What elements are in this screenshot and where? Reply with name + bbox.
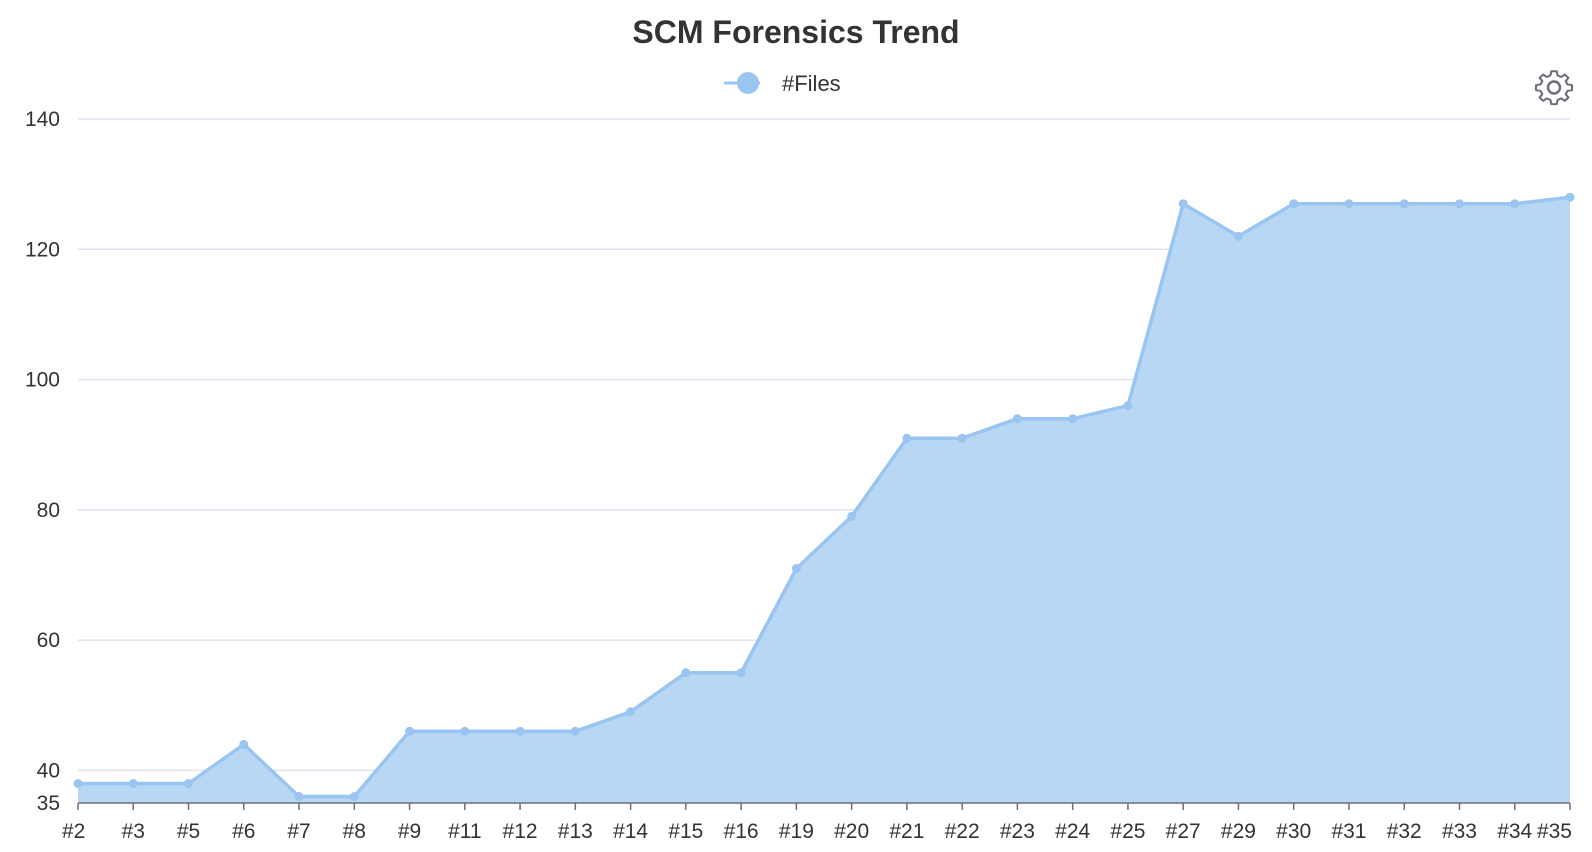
- legend[interactable]: #Files: [724, 71, 841, 96]
- y-tick-label-140: 140: [25, 108, 60, 131]
- x-tick-label-16: #22: [945, 820, 980, 843]
- y-tick-label-80: 80: [37, 499, 60, 522]
- x-tick-label-0: #2: [62, 820, 85, 843]
- gear-icon: [1534, 70, 1574, 106]
- y-tick-label-60: 60: [37, 629, 60, 652]
- x-tick-label-26: #34: [1497, 820, 1532, 843]
- data-point-18: [1068, 414, 1078, 424]
- y-tick-label-35: 35: [37, 792, 60, 815]
- x-tick-label-5: #8: [343, 820, 366, 843]
- data-point-2: [184, 779, 193, 788]
- x-tick-label-25: #33: [1442, 820, 1477, 843]
- settings-button[interactable]: [1534, 68, 1574, 108]
- data-point-22: [1289, 199, 1299, 209]
- data-point-16: [957, 433, 967, 443]
- y-tick-label-100: 100: [25, 369, 60, 392]
- x-tick-label-23: #31: [1331, 820, 1366, 843]
- legend-label-files: #Files: [782, 71, 841, 96]
- y-axis: 35 40 60 80 100 120 140: [25, 108, 60, 815]
- data-point-19: [1123, 401, 1133, 411]
- x-tick-label-4: #7: [287, 820, 310, 843]
- x-tick-label-18: #24: [1055, 820, 1090, 843]
- data-point-25: [1455, 199, 1464, 209]
- data-point-11: [681, 668, 691, 678]
- data-point-0: [73, 779, 83, 788]
- y-tick-label-120: 120: [25, 238, 60, 261]
- x-tick-label-12: #16: [724, 820, 759, 843]
- x-tick-label-27: #35: [1537, 820, 1572, 843]
- x-tick-label-21: #29: [1221, 820, 1256, 843]
- data-point-15: [902, 433, 912, 443]
- x-tick-label-6: #9: [398, 820, 421, 843]
- x-tick-label-14: #20: [834, 820, 869, 843]
- data-point-7: [460, 726, 470, 736]
- data-point-4: [294, 792, 304, 801]
- x-tick-label-8: #12: [503, 820, 538, 843]
- data-point-6: [405, 726, 415, 736]
- data-point-8: [515, 726, 525, 736]
- y-tick-label-40: 40: [37, 759, 60, 782]
- data-point-13: [791, 564, 801, 573]
- x-tick-label-24: #32: [1387, 820, 1422, 843]
- chart-title: SCM Forensics Trend: [632, 14, 960, 50]
- data-point-27: [1565, 192, 1575, 202]
- data-point-20: [1178, 199, 1188, 209]
- data-point-23: [1344, 199, 1354, 209]
- data-point-26: [1510, 199, 1520, 209]
- x-axis-labels: #2 #3 #5 #6 #7 #8 #9 #11 #12 #13 #14 #15 #16 #19 #20 #2…: [62, 820, 1572, 843]
- data-point-24: [1399, 199, 1409, 209]
- legend-marker: [737, 72, 759, 94]
- x-tick-label-9: #13: [558, 820, 593, 843]
- x-tick-label-15: #21: [889, 820, 924, 843]
- area-layer: [78, 195, 1571, 803]
- x-tick-label-7: #11: [448, 820, 481, 843]
- x-tick-label-3: #6: [232, 820, 255, 843]
- x-tick-label-13: #19: [779, 820, 814, 843]
- data-point-14: [847, 511, 857, 521]
- data-point-10: [626, 707, 636, 717]
- data-point-12: [736, 668, 746, 678]
- x-tick-label-20: #27: [1166, 820, 1201, 843]
- data-point-1: [128, 779, 138, 788]
- data-point-21: [1233, 231, 1243, 241]
- x-tick-label-11: #15: [668, 820, 703, 843]
- x-tick-label-2: #5: [177, 820, 200, 843]
- series-area-files: [78, 197, 1570, 803]
- series-line-files: [78, 195, 1571, 799]
- x-tick-label-19: #25: [1110, 820, 1145, 843]
- data-points: [73, 192, 1575, 801]
- x-tick-label-1: #3: [122, 820, 145, 843]
- x-tick-label-22: #30: [1276, 820, 1311, 843]
- x-axis: [77, 802, 1571, 810]
- data-point-9: [570, 726, 580, 736]
- data-point-5: [349, 792, 359, 801]
- x-tick-label-17: #23: [1000, 820, 1035, 843]
- data-point-17: [1012, 414, 1022, 424]
- data-point-3: [239, 739, 249, 749]
- x-tick-label-10: #14: [613, 820, 648, 843]
